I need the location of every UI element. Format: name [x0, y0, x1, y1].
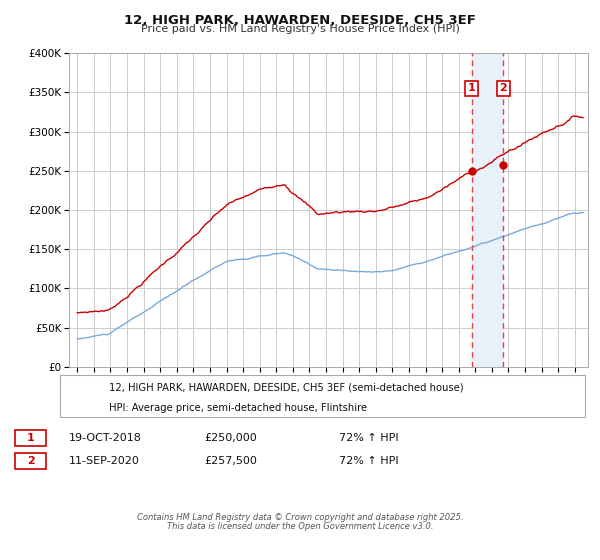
Text: 2: 2	[27, 456, 34, 466]
Text: 1: 1	[27, 433, 34, 442]
Bar	[472, 53, 503, 367]
Text: 11-SEP-2020: 11-SEP-2020	[69, 456, 140, 466]
Text: £257,500: £257,500	[204, 456, 257, 466]
Text: 72% ↑ HPI: 72% ↑ HPI	[339, 456, 398, 466]
Text: 12, HIGH PARK, HAWARDEN, DEESIDE, CH5 3EF: 12, HIGH PARK, HAWARDEN, DEESIDE, CH5 3E…	[124, 14, 476, 27]
Text: 72% ↑ HPI: 72% ↑ HPI	[339, 433, 398, 442]
Text: HPI: Average price, semi-detached house, Flintshire: HPI: Average price, semi-detached house,…	[109, 403, 367, 413]
Text: This data is licensed under the Open Government Licence v3.0.: This data is licensed under the Open Gov…	[167, 522, 433, 531]
Text: Contains HM Land Registry data © Crown copyright and database right 2025.: Contains HM Land Registry data © Crown c…	[137, 513, 463, 522]
Text: 2: 2	[500, 83, 508, 94]
Text: 1: 1	[468, 83, 476, 94]
Text: 12, HIGH PARK, HAWARDEN, DEESIDE, CH5 3EF (semi-detached house): 12, HIGH PARK, HAWARDEN, DEESIDE, CH5 3E…	[109, 382, 464, 393]
Text: Price paid vs. HM Land Registry's House Price Index (HPI): Price paid vs. HM Land Registry's House …	[140, 24, 460, 34]
Text: 19-OCT-2018: 19-OCT-2018	[69, 433, 142, 442]
Text: £250,000: £250,000	[204, 433, 257, 442]
